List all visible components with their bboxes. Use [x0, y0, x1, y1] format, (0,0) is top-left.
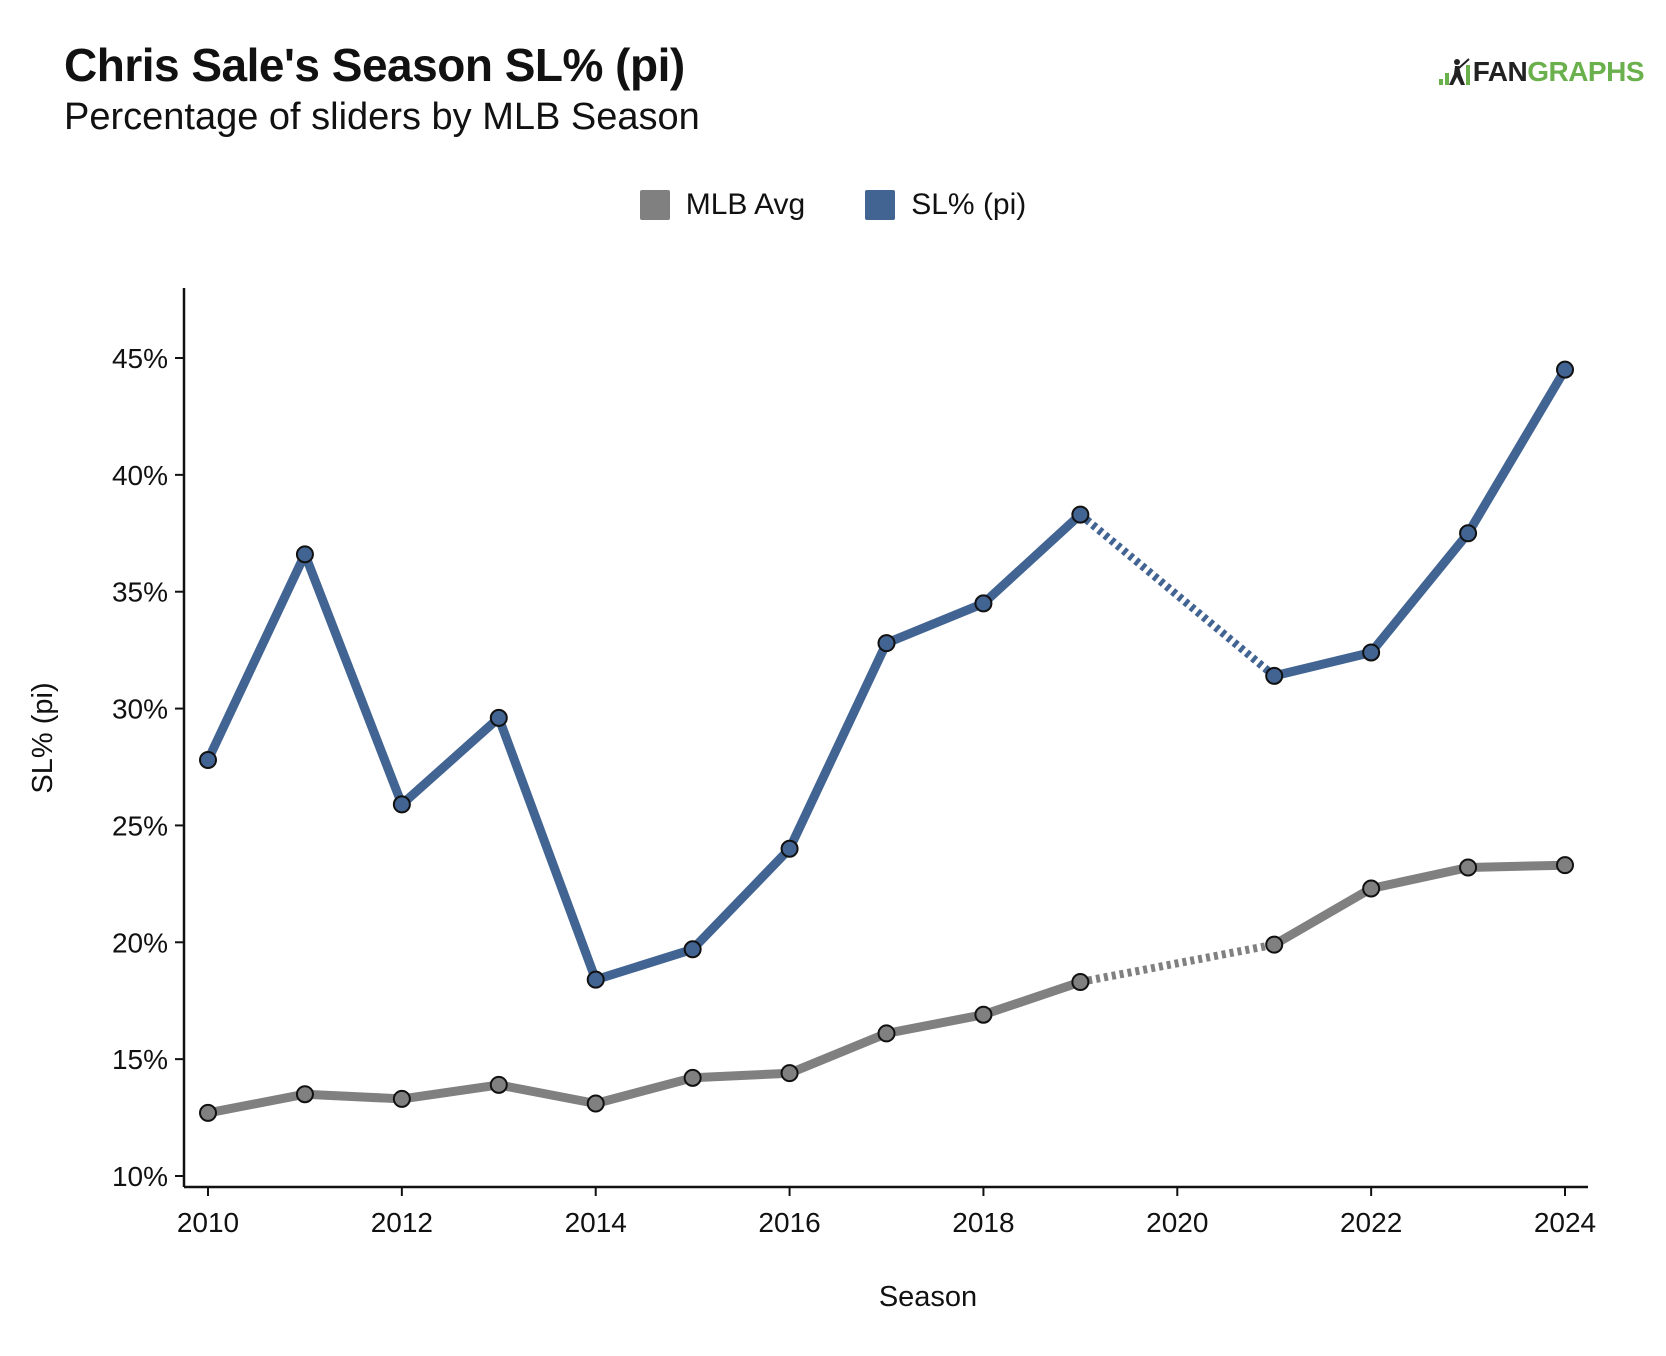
- series-line-mlb-avg: [203, 977, 1085, 1118]
- data-point-mlb-avg: [683, 1068, 702, 1087]
- y-tick-label: 35%: [112, 577, 168, 608]
- legend-swatch-mlb-avg: [639, 190, 670, 220]
- series-gap-line-mlb-avg: [1079, 940, 1275, 986]
- data-point-sl: [295, 545, 314, 564]
- series-gap-line-sl: [1077, 511, 1277, 679]
- batter-icon: [1438, 58, 1470, 85]
- x-tick-label: 2020: [1146, 1207, 1208, 1238]
- data-point-sl: [683, 940, 702, 959]
- logo-text-graphs: GRAPHS: [1527, 56, 1644, 87]
- y-tick-label: 15%: [112, 1044, 168, 1075]
- y-tick-label: 45%: [112, 343, 168, 374]
- fangraphs-logo[interactable]: FAN GRAPHS: [1437, 56, 1644, 88]
- series-line-sl: [203, 510, 1085, 985]
- legend: MLB Avg SL% (pi): [0, 188, 1666, 222]
- series-sl: [199, 360, 1574, 989]
- data-point-sl: [1071, 505, 1090, 524]
- series-mlb-avg: [199, 856, 1574, 1122]
- data-point-sl: [974, 594, 993, 613]
- x-tick-label: 2016: [758, 1207, 820, 1238]
- y-tick-label: 30%: [112, 694, 168, 725]
- data-point-mlb-avg: [489, 1075, 508, 1094]
- data-point-sl: [780, 839, 799, 858]
- data-point-sl: [1556, 360, 1574, 379]
- data-point-mlb-avg: [1459, 858, 1478, 877]
- y-tick-label: 25%: [112, 810, 168, 841]
- series-layer: [199, 360, 1574, 1122]
- legend-label-sl: SL% (pi): [911, 188, 1027, 221]
- data-point-mlb-avg: [295, 1085, 314, 1104]
- data-point-sl: [877, 634, 896, 653]
- data-point-mlb-avg: [1362, 879, 1381, 898]
- x-tick-label: 2010: [177, 1207, 239, 1238]
- data-point-mlb-avg: [780, 1064, 799, 1083]
- y-axis-label: SL% (pi): [27, 682, 59, 793]
- data-point-sl: [586, 970, 605, 989]
- legend-item-mlb-avg[interactable]: MLB Avg: [639, 188, 806, 222]
- data-point-sl: [1459, 524, 1478, 543]
- y-tick-label: 10%: [112, 1161, 168, 1192]
- x-axis-label: Season: [879, 1281, 977, 1313]
- data-point-mlb-avg: [1265, 935, 1284, 954]
- chart-subtitle: Percentage of sliders by MLB Season: [64, 96, 700, 138]
- data-point-mlb-avg: [974, 1005, 993, 1024]
- data-point-sl: [489, 708, 508, 727]
- data-point-sl: [199, 750, 217, 769]
- series-line-mlb-avg: [1269, 860, 1570, 950]
- x-tick-label: 2024: [1534, 1207, 1596, 1238]
- y-tick-label: 20%: [112, 927, 168, 958]
- x-tick-label: 2014: [565, 1207, 627, 1238]
- data-point-sl: [1265, 666, 1284, 685]
- data-point-sl: [392, 795, 411, 814]
- chart-title: Chris Sale's Season SL% (pi): [64, 39, 685, 91]
- x-tick-label: 2012: [371, 1207, 433, 1238]
- data-point-mlb-avg: [877, 1024, 896, 1043]
- data-point-sl: [1362, 643, 1381, 662]
- legend-item-sl[interactable]: SL% (pi): [865, 188, 1026, 222]
- x-tick-label: 2018: [952, 1207, 1014, 1238]
- data-point-mlb-avg: [392, 1089, 411, 1108]
- x-tick-label: 2022: [1340, 1207, 1402, 1238]
- series-line-sl: [1269, 365, 1570, 681]
- data-point-mlb-avg: [1556, 856, 1574, 875]
- legend-label-mlb-avg: MLB Avg: [685, 188, 806, 221]
- data-point-mlb-avg: [586, 1094, 605, 1113]
- data-point-mlb-avg: [199, 1103, 217, 1122]
- data-point-mlb-avg: [1071, 973, 1090, 992]
- axes: 10% 15% 20% 25% 30% 35% 40% 45% 2010 2012 2014 2016…: [112, 288, 1596, 1238]
- logo-text-fan: FAN: [1472, 56, 1528, 87]
- y-tick-label: 40%: [112, 460, 168, 491]
- legend-swatch-sl: [865, 190, 896, 220]
